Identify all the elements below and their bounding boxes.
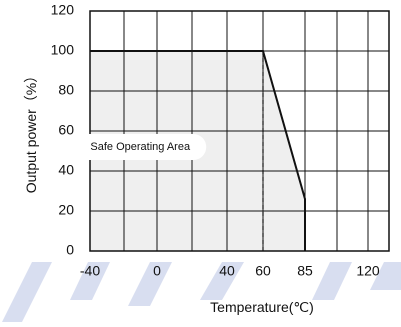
y-tick-label: 40 [58,162,74,178]
y-tick-label: 120 [51,2,75,18]
derating-curve [90,50,306,251]
y-tick-label: 100 [51,42,75,58]
y-tick-label: 20 [58,202,74,218]
plot-border [89,10,390,252]
x-tick-labels: -40 0 40 60 85 120 [80,263,380,279]
y-tick-label: 0 [66,242,74,258]
decoration-stroke [2,262,52,322]
decoration-stroke [70,262,110,300]
annotation-safe-operating-area: Safe Operating Area [90,141,191,153]
x-axis-label: Temperature(℃) [210,299,314,315]
x-tick-label: -40 [80,263,100,279]
y-axis-label: Output power（%） [23,69,39,194]
y-tick-label: 60 [58,122,74,138]
x-tick-label: 85 [297,263,313,279]
y-tick-labels: 0 20 40 60 80 100 120 [51,2,75,258]
decoration-stroke [200,262,244,300]
y-tick-label: 80 [58,82,74,98]
decoration-stroke [312,262,352,300]
decoration-stroke [370,262,401,290]
annotation-box [74,134,207,160]
x-tick-label: 60 [255,263,271,279]
x-tick-label: 120 [356,263,380,279]
x-tick-label: 0 [153,263,161,279]
decoration-stroke [128,262,172,306]
x-tick-label: 40 [219,263,235,279]
background-decoration [2,262,401,322]
